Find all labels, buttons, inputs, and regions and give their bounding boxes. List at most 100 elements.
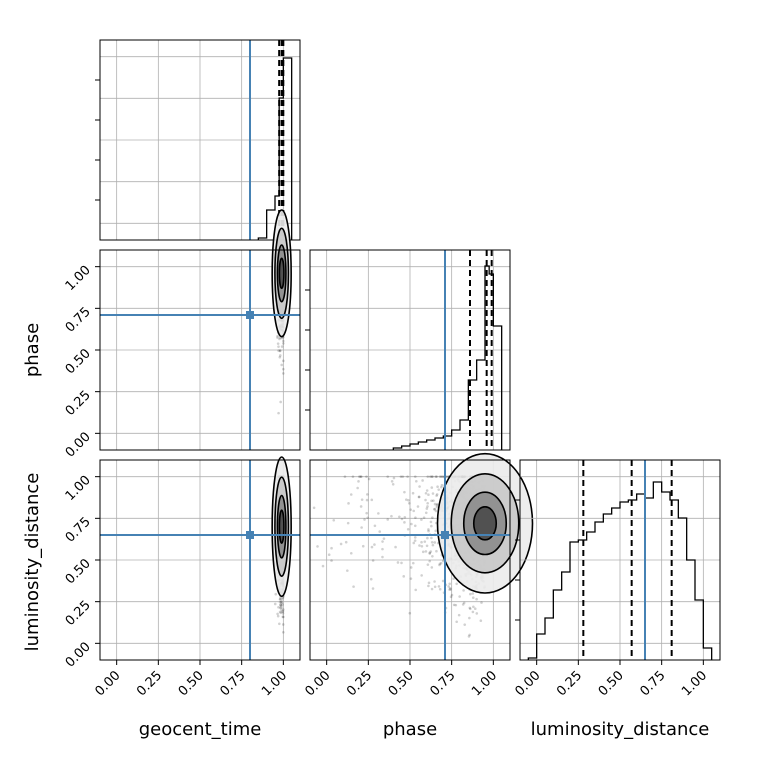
sample-point xyxy=(449,595,453,599)
sample-point xyxy=(408,611,412,615)
sample-point xyxy=(413,475,417,478)
sample-point xyxy=(428,551,432,555)
sample-point xyxy=(276,612,279,616)
sample-point xyxy=(413,536,417,539)
sample-point xyxy=(473,607,477,611)
sample-point xyxy=(276,336,279,339)
sample-point xyxy=(390,480,394,483)
sample-point xyxy=(448,586,452,590)
sample-point xyxy=(281,610,285,613)
sample-point xyxy=(426,563,430,566)
x-ticks: 0.00 0.25 0.50 0.75 1.00 xyxy=(512,660,710,699)
sample-point xyxy=(413,524,417,528)
sample-point xyxy=(281,623,285,626)
sample-point xyxy=(448,588,451,591)
sample-point xyxy=(455,582,458,586)
sample-point xyxy=(277,605,280,609)
sample-point xyxy=(469,592,472,596)
sample-point xyxy=(277,345,280,348)
sample-point xyxy=(357,480,360,483)
sample-point xyxy=(381,555,384,559)
y-tick-marks xyxy=(515,499,520,621)
density-scatter xyxy=(100,209,300,450)
sample-point xyxy=(280,610,284,613)
sample-point xyxy=(425,507,429,510)
sample-point xyxy=(276,334,279,338)
sample-point xyxy=(369,577,373,581)
sample-point xyxy=(433,502,437,506)
density-contour xyxy=(278,509,285,544)
sample-point xyxy=(434,475,438,478)
sample-point xyxy=(414,516,417,520)
sample-point xyxy=(430,524,433,528)
grid xyxy=(100,250,300,450)
sample-point xyxy=(467,635,471,638)
sample-point xyxy=(455,620,458,624)
sample-point xyxy=(274,592,278,596)
truth-marker xyxy=(441,531,449,539)
sample-point xyxy=(312,506,316,510)
y-tick-label: 0.00 xyxy=(63,430,94,461)
sample-point xyxy=(440,483,444,487)
sample-point xyxy=(440,475,443,478)
histogram-step xyxy=(392,265,503,450)
sample-point xyxy=(409,508,413,511)
x-tick-label: 0.75 xyxy=(427,668,458,699)
sample-point xyxy=(431,554,434,558)
sample-point xyxy=(400,561,403,565)
sample-point xyxy=(277,411,280,415)
sample-point xyxy=(361,544,365,548)
sample-point xyxy=(356,486,359,490)
sample-point xyxy=(278,597,282,601)
sample-point xyxy=(278,337,281,341)
sample-point xyxy=(396,561,400,564)
x-tick-label: 0.75 xyxy=(217,668,248,699)
sample-point xyxy=(423,540,427,543)
sample-point xyxy=(351,475,355,478)
sample-point xyxy=(282,615,285,619)
sample-point xyxy=(438,475,442,478)
sample-point xyxy=(435,549,438,553)
sample-point xyxy=(280,606,283,609)
sample-point xyxy=(316,545,319,548)
grid xyxy=(100,460,300,660)
sample-point xyxy=(401,475,405,478)
sample-point xyxy=(431,475,434,478)
sample-point xyxy=(405,498,408,501)
sample-point xyxy=(433,507,436,511)
density-contour xyxy=(278,257,285,290)
sample-point xyxy=(282,359,285,363)
x-tick-label: 0.25 xyxy=(554,668,585,699)
sample-point xyxy=(424,491,428,495)
sample-point xyxy=(435,494,438,497)
sample-point xyxy=(349,493,353,496)
sample-point xyxy=(281,612,285,615)
sample-point xyxy=(359,505,363,508)
sample-point xyxy=(279,604,283,608)
sample-point xyxy=(471,610,475,614)
sample-point xyxy=(279,600,283,604)
sample-point xyxy=(421,550,425,554)
sample-point xyxy=(280,345,284,348)
sample-point xyxy=(399,475,403,478)
sample-point xyxy=(394,545,397,549)
sample-point xyxy=(424,511,428,515)
sample-point xyxy=(391,483,395,486)
sample-point xyxy=(436,485,439,488)
sample-point xyxy=(417,495,421,499)
y-tick-marks xyxy=(95,79,100,201)
sample-point xyxy=(343,475,347,478)
sample-point xyxy=(448,582,452,586)
sample-point xyxy=(461,603,465,606)
sample-point xyxy=(471,596,475,600)
sample-point xyxy=(276,342,280,345)
sample-point xyxy=(373,543,376,546)
y-tick-label: 0.75 xyxy=(63,515,94,546)
sample-point xyxy=(365,498,369,502)
sample-point xyxy=(403,521,406,524)
sample-point xyxy=(433,507,437,511)
sample-point xyxy=(468,606,472,610)
histogram-step xyxy=(527,481,713,660)
x-axis-label-phase: phase xyxy=(383,719,437,740)
panel-hist-phase xyxy=(305,249,511,451)
